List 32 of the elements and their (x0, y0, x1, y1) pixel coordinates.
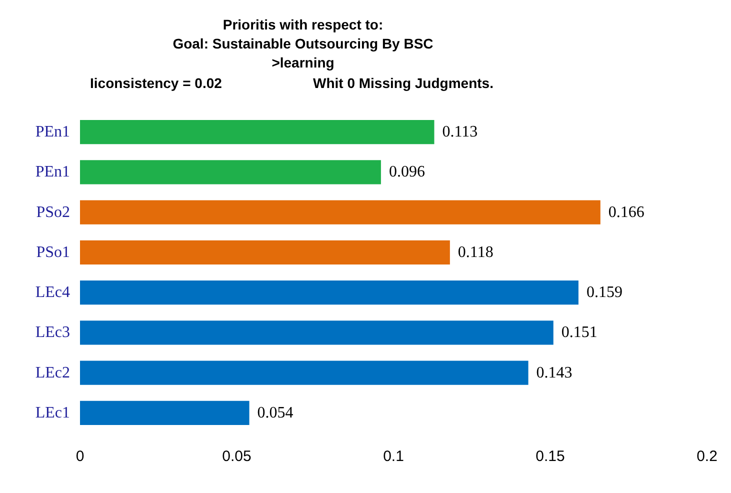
y-tick-label: PSo2 (36, 204, 70, 221)
bar (80, 280, 578, 305)
y-tick-label: PEn1 (35, 124, 70, 141)
x-tick-label: 0.2 (696, 448, 718, 465)
data-label: 0.118 (458, 244, 494, 261)
x-tick-label: 0.05 (222, 448, 252, 465)
y-tick-label: PEn1 (35, 164, 70, 181)
data-label: 0.159 (586, 284, 622, 302)
bar (80, 360, 528, 385)
x-tick-label: 0.15 (536, 448, 565, 465)
x-tick-label: 0 (76, 448, 84, 465)
bar (80, 320, 554, 345)
bar (80, 400, 250, 425)
data-label: 0.113 (442, 124, 478, 141)
bar (80, 160, 381, 184)
text: Whit 0 Missing Judgments. (313, 75, 494, 91)
data-label: 0.096 (388, 164, 425, 181)
bar (80, 200, 600, 224)
y-tick-label: LEc2 (35, 364, 70, 382)
x-tick-label: 0.1 (383, 448, 404, 465)
bar (80, 240, 450, 264)
data-label: 0.054 (257, 404, 294, 422)
y-tick-label: LEc3 (35, 324, 70, 342)
text: Iiconsistency = 0.02 (90, 75, 222, 91)
y-tick-label: LEc4 (35, 284, 70, 302)
data-label: 0.151 (561, 324, 598, 342)
y-tick-label: PSo1 (36, 244, 70, 261)
bar (80, 120, 434, 144)
y-tick-label: LEc1 (35, 404, 70, 422)
data-label: 0.166 (608, 204, 644, 221)
chart-title: Prioritis with respect to: Goal: Sustainable Outsourcing By BSC >learning (172, 16, 434, 70)
data-label: 0.143 (536, 364, 572, 382)
